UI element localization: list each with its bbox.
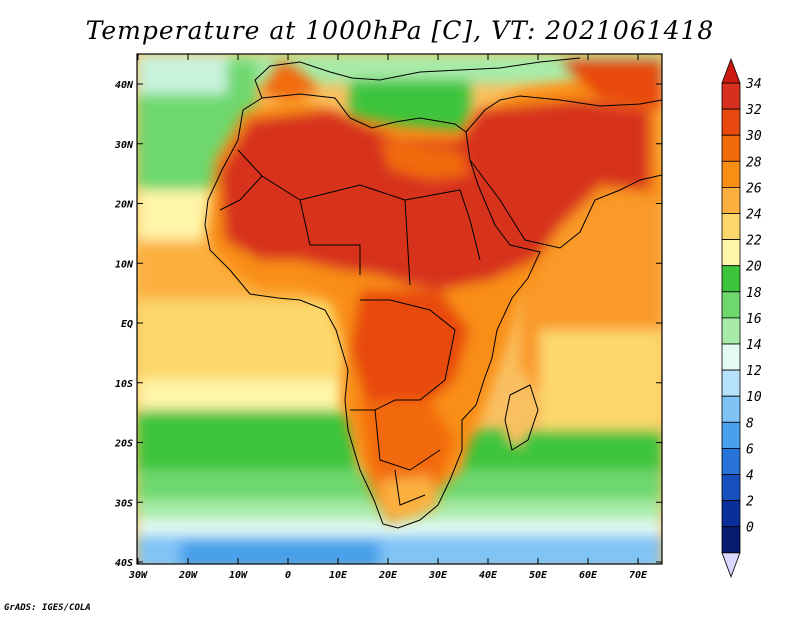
lon-label: 50E: [529, 570, 548, 581]
colorbar-label: 32: [745, 103, 762, 118]
lat-label: 10S: [115, 379, 133, 390]
lat-label: 30N: [114, 140, 134, 151]
colorbar-swatch: [721, 108, 741, 136]
colorbar-label: 22: [746, 234, 762, 249]
colorbar-swatch: [721, 213, 741, 241]
colorbar-swatch: [721, 160, 741, 188]
colorbar-label: 14: [746, 338, 762, 353]
colorbar-swatch: [721, 500, 741, 528]
colorbar-swatch: [721, 239, 741, 267]
colorbar-swatch: [721, 395, 741, 423]
colorbar-swatch: [721, 291, 741, 319]
lat-label: 20N: [114, 200, 134, 211]
colorbar-bottom-arrow: [721, 552, 741, 578]
colorbar-label: 6: [746, 442, 754, 457]
colorbar-swatch: [721, 447, 741, 475]
colorbar-label: 30: [745, 129, 762, 144]
lon-label: 10E: [329, 570, 348, 581]
colorbar-label: 8: [746, 416, 754, 431]
lat-label: EQ: [121, 319, 133, 330]
colorbar-label: 24: [746, 208, 762, 223]
colorbar-label: 34: [745, 77, 762, 92]
lon-label: 30W: [128, 570, 148, 581]
lon-label: 0: [285, 570, 291, 581]
colorbar-swatch: [721, 369, 741, 397]
lat-label: 20S: [114, 439, 133, 450]
lon-label: 20E: [378, 570, 398, 581]
colorbar-swatch: [721, 82, 741, 110]
latitude-axis: 40N 30N 20N 10N EQ 10S 20S 30S 40S: [114, 80, 662, 569]
lat-label: 40N: [115, 80, 134, 91]
colorbar-swatch: [721, 134, 741, 162]
colorbar-label: 2: [746, 495, 754, 510]
colorbar-label: 12: [746, 364, 762, 379]
coastlines: [204, 57, 662, 529]
colorbar-label: 4: [746, 469, 754, 484]
colorbar-label: 10: [746, 390, 762, 405]
colorbar-swatch: [721, 421, 741, 449]
grads-credit: GrADS: IGES/COLA: [4, 603, 91, 613]
map-frame: [136, 53, 663, 565]
colorbar-swatch: [721, 526, 741, 554]
colorbar-label: 20: [746, 260, 762, 275]
colorbar-swatch: [721, 317, 741, 345]
lat-label: 30S: [114, 498, 133, 509]
colorbar-swatch: [721, 474, 741, 502]
colorbar-swatch: [721, 343, 741, 371]
lon-label: 40E: [479, 570, 498, 581]
colorbar-label: 28: [746, 155, 762, 170]
lon-label: 10W: [229, 570, 248, 581]
map-title: Temperature at 1000hPa [C], VT: 20210614…: [85, 16, 715, 45]
lat-label: 40S: [115, 558, 133, 569]
colorbar-label: 18: [746, 286, 762, 301]
lat-label: 10N: [115, 259, 134, 270]
lon-label: 20W: [178, 570, 198, 581]
longitude-axis: 30W 20W 10W 0 10E 20E 30E 40E 50E 60E 70E: [128, 54, 648, 581]
lon-label: 70E: [629, 570, 648, 581]
lon-label: 30E: [428, 570, 448, 581]
colorbar-label: 26: [746, 181, 762, 196]
colorbar-swatch: [721, 265, 741, 293]
colorbar-label: 16: [746, 312, 762, 327]
colorbar-top-arrow: [721, 57, 741, 84]
colorbar-label: 0: [746, 521, 754, 536]
temperature-field: [137, 54, 662, 564]
lon-label: 60E: [579, 570, 598, 581]
colorbar-swatch: [721, 186, 741, 214]
